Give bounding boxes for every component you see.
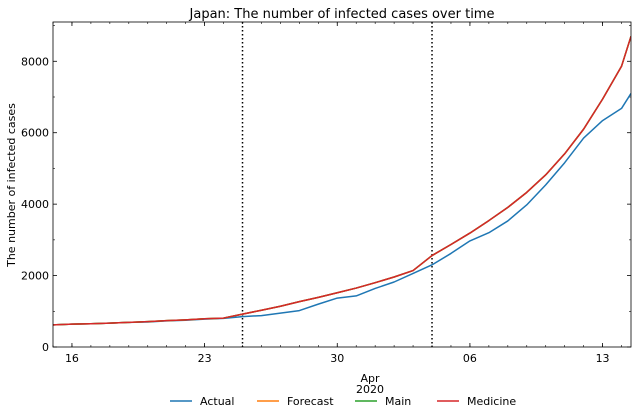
legend-label-actual: Actual bbox=[200, 395, 234, 408]
legend-label-forecast: Forecast bbox=[287, 395, 334, 408]
x-tick-label: 13 bbox=[596, 352, 610, 365]
y-tick-label: 0 bbox=[42, 341, 49, 354]
legend: Actual Forecast Main Medicine bbox=[170, 395, 516, 408]
x-tick-label: 06 bbox=[463, 352, 477, 365]
x-year-label: 2020 bbox=[356, 383, 384, 396]
x-tick-label: 30 bbox=[330, 352, 344, 365]
y-axis-label: The number of infected cases bbox=[5, 103, 18, 268]
y-tick-label: 8000 bbox=[21, 55, 49, 68]
x-month-label: Apr bbox=[360, 372, 380, 385]
legend-label-main: Main bbox=[385, 395, 411, 408]
y-tick-label: 6000 bbox=[21, 127, 49, 140]
plot-frame bbox=[52, 21, 632, 348]
x-tick-label: 16 bbox=[65, 352, 79, 365]
series-line-medicine bbox=[53, 36, 631, 326]
y-tick-label: 4000 bbox=[21, 198, 49, 211]
legend-label-medicine: Medicine bbox=[467, 395, 516, 408]
y-tick-label: 2000 bbox=[21, 270, 49, 283]
x-tick-label: 23 bbox=[198, 352, 212, 365]
series-group bbox=[53, 36, 631, 326]
plot-area: 0 2000 4000 6000 8000 16 23 30 06 13 bbox=[21, 21, 632, 365]
chart-title: Japan: The number of infected cases over… bbox=[189, 7, 495, 22]
